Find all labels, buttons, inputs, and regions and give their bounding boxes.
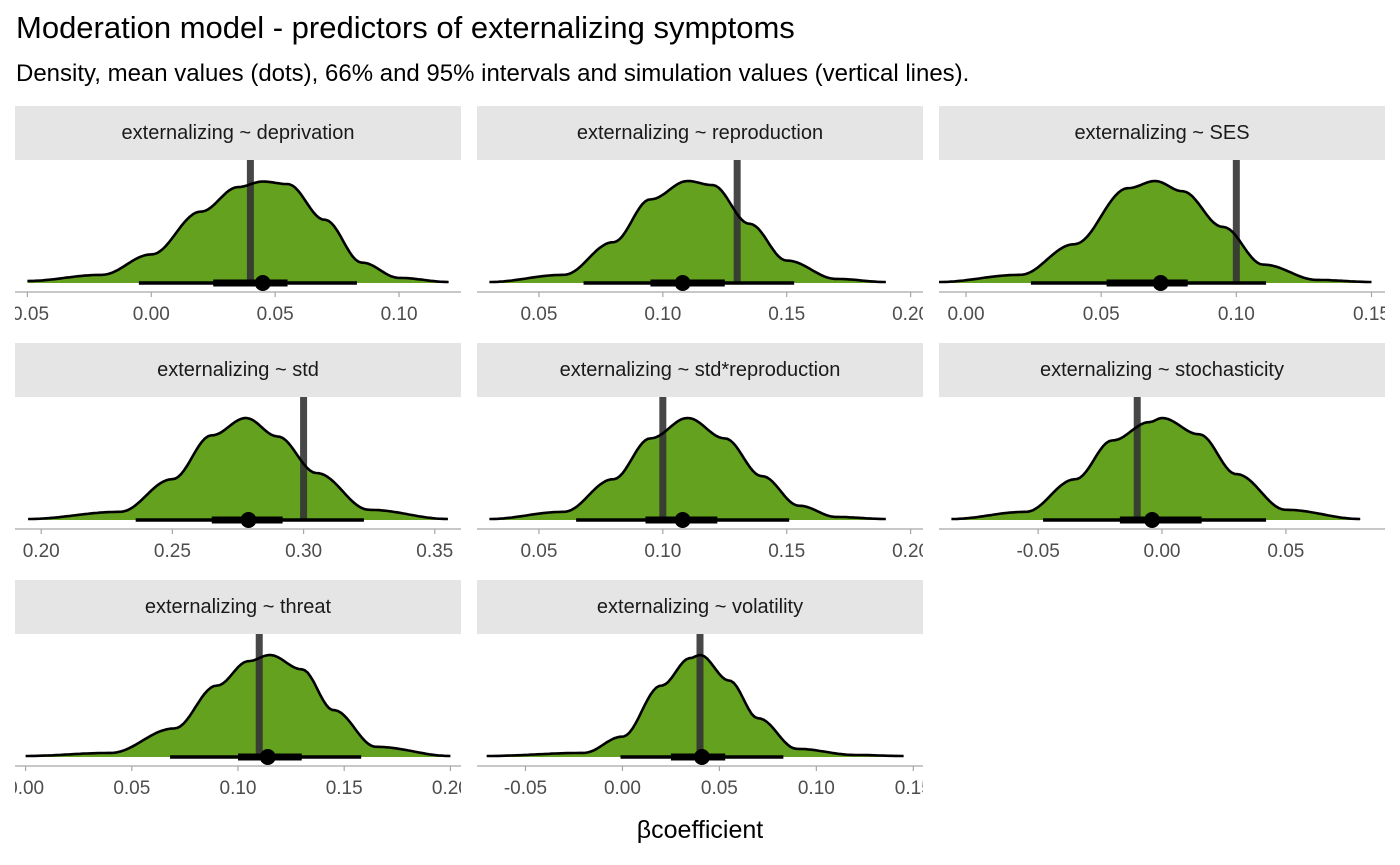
x-tick-label: -0.05 <box>504 778 547 799</box>
x-axis-title: βcoefficient <box>636 816 764 844</box>
density-plot: 0.20 0.25 0.30 0.35 <box>15 397 461 562</box>
x-tick-label: 0.20 <box>23 541 60 562</box>
x-tick-label: 0.00 <box>133 304 170 325</box>
facet-strip-label: externalizing ~ threat <box>15 580 461 634</box>
density-outline <box>951 416 1361 521</box>
x-tick-label: 0.05 <box>520 304 557 325</box>
facet-panel: externalizing ~ std*reproduction 0.05 0.10… <box>477 343 923 563</box>
x-tick-label: 0.20 <box>892 541 923 562</box>
x-tick-label: 0.00 <box>15 778 44 799</box>
x-tick-label: 0.10 <box>798 778 835 799</box>
x-tick-label: 0.15 <box>326 778 363 799</box>
density-area <box>489 181 886 283</box>
x-tick-label: 0.25 <box>154 541 191 562</box>
density-outline <box>486 653 904 758</box>
x-tick-label: 0.15 <box>768 541 805 562</box>
density-plot: -0.05 0.00 0.05 0.10 <box>15 160 461 325</box>
density-plot: -0.05 0.00 0.05 0.10 0.15 <box>477 634 923 799</box>
density-area <box>939 181 1372 283</box>
x-tick-label: -0.05 <box>1016 541 1059 562</box>
density-area <box>27 181 449 283</box>
density-area <box>489 418 886 520</box>
x-tick-label: 0.00 <box>1144 541 1181 562</box>
density-outline <box>25 653 451 758</box>
mean-point <box>1152 275 1169 291</box>
x-tick-label: 0.10 <box>220 778 257 799</box>
density-plot: 0.00 0.05 0.10 0.15 <box>939 160 1385 325</box>
x-tick-label: 0.10 <box>644 541 681 562</box>
density-plot: 0.05 0.10 0.15 0.20 <box>477 160 923 325</box>
x-tick-label: 0.00 <box>948 304 985 325</box>
facet-panel: externalizing ~ SES 0.00 0.05 0.10 0.15 <box>939 106 1385 326</box>
x-tick-label: 0.30 <box>285 541 322 562</box>
density-outline <box>489 416 886 521</box>
facet-panel: externalizing ~ std 0.20 0.25 0.30 0.35 <box>15 343 461 563</box>
density-area <box>25 655 451 757</box>
x-tick-label: 0.05 <box>113 778 150 799</box>
facet-panel: externalizing ~ deprivation -0.05 0.00 0.05… <box>15 106 461 326</box>
facet-panel: externalizing ~ stochasticity -0.05 0.00 0.… <box>939 343 1385 563</box>
x-tick-label: 0.05 <box>701 778 738 799</box>
x-tick-label: 0.15 <box>1353 304 1385 325</box>
facet-strip-label: externalizing ~ deprivation <box>15 106 461 160</box>
x-tick-label: 0.10 <box>644 304 681 325</box>
x-tick-label: 0.15 <box>768 304 805 325</box>
mean-point <box>693 749 710 765</box>
x-tick-label: -0.05 <box>15 304 49 325</box>
facet-strip-label: externalizing ~ reproduction <box>477 106 923 160</box>
facet-panel: externalizing ~ reproduction 0.05 0.10 0.15… <box>477 106 923 326</box>
facet-strip-label: externalizing ~ std*reproduction <box>477 343 923 397</box>
x-tick-label: 0.05 <box>520 541 557 562</box>
chart-title: Moderation model - predictors of externa… <box>16 10 795 45</box>
mean-point <box>254 275 271 291</box>
density-outline <box>489 179 886 284</box>
x-tick-label: 0.05 <box>1267 541 1304 562</box>
x-tick-label: 0.05 <box>257 304 294 325</box>
x-tick-label: 0.00 <box>604 778 641 799</box>
density-area <box>951 418 1361 520</box>
x-tick-label: 0.10 <box>381 304 418 325</box>
chart-subtitle: Density, mean values (dots), 66% and 95%… <box>16 60 970 87</box>
x-tick-label: 0.20 <box>892 304 923 325</box>
x-tick-label: 0.20 <box>432 778 461 799</box>
x-tick-label: 0.10 <box>1218 304 1255 325</box>
x-tick-label: 0.35 <box>416 541 453 562</box>
density-outline <box>27 180 449 284</box>
density-plot: -0.05 0.00 0.05 <box>939 397 1385 562</box>
density-area <box>486 655 904 757</box>
x-tick-label: 0.15 <box>895 778 923 799</box>
density-outline <box>28 416 448 521</box>
density-plot: 0.05 0.10 0.15 0.20 <box>477 397 923 562</box>
facet-strip-label: externalizing ~ volatility <box>477 580 923 634</box>
facet-strip-label: externalizing ~ std <box>15 343 461 397</box>
x-tick-label: 0.05 <box>1083 304 1120 325</box>
density-plot: 0.00 0.05 0.10 0.15 0.20 <box>15 634 461 799</box>
facet-panel: externalizing ~ volatility -0.05 0.00 0.05 0… <box>477 580 923 800</box>
mean-point <box>1144 512 1161 528</box>
mean-point <box>674 512 691 528</box>
density-outline <box>939 179 1372 284</box>
facet-panel: externalizing ~ threat0.000.050.100.150.… <box>15 580 461 800</box>
mean-point <box>240 512 257 528</box>
facet-strip-label: externalizing ~ SES <box>939 106 1385 160</box>
facet-strip-label: externalizing ~ stochasticity <box>939 343 1385 397</box>
density-area <box>28 418 448 520</box>
mean-point <box>259 749 276 765</box>
mean-point <box>674 275 691 291</box>
